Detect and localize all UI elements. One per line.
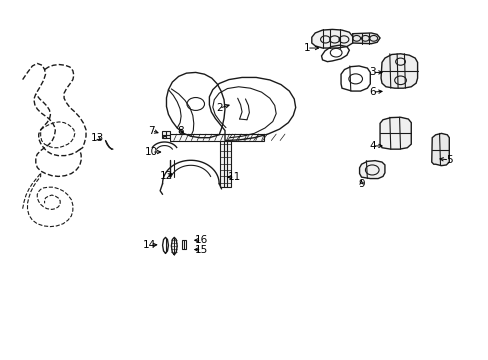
- Polygon shape: [380, 54, 417, 88]
- Text: 13: 13: [90, 133, 103, 143]
- Polygon shape: [170, 134, 264, 140]
- Polygon shape: [431, 134, 448, 166]
- Text: 1: 1: [303, 43, 309, 53]
- Polygon shape: [161, 131, 170, 138]
- Text: 7: 7: [148, 126, 155, 135]
- Text: 5: 5: [445, 155, 452, 165]
- Text: 9: 9: [358, 179, 364, 189]
- Polygon shape: [352, 33, 379, 44]
- Polygon shape: [311, 30, 352, 48]
- Text: 6: 6: [368, 87, 375, 97]
- Text: 3: 3: [368, 67, 375, 77]
- Polygon shape: [220, 140, 230, 187]
- Text: 2: 2: [215, 103, 222, 113]
- Text: 15: 15: [195, 244, 208, 255]
- Text: 8: 8: [177, 126, 183, 135]
- Text: 16: 16: [195, 235, 208, 245]
- Polygon shape: [379, 117, 410, 149]
- Text: 12: 12: [160, 171, 173, 181]
- Text: 14: 14: [143, 240, 156, 250]
- Polygon shape: [162, 135, 166, 138]
- Text: 11: 11: [228, 172, 241, 182]
- Text: 10: 10: [145, 147, 158, 157]
- Polygon shape: [359, 161, 384, 179]
- Text: 4: 4: [368, 141, 375, 151]
